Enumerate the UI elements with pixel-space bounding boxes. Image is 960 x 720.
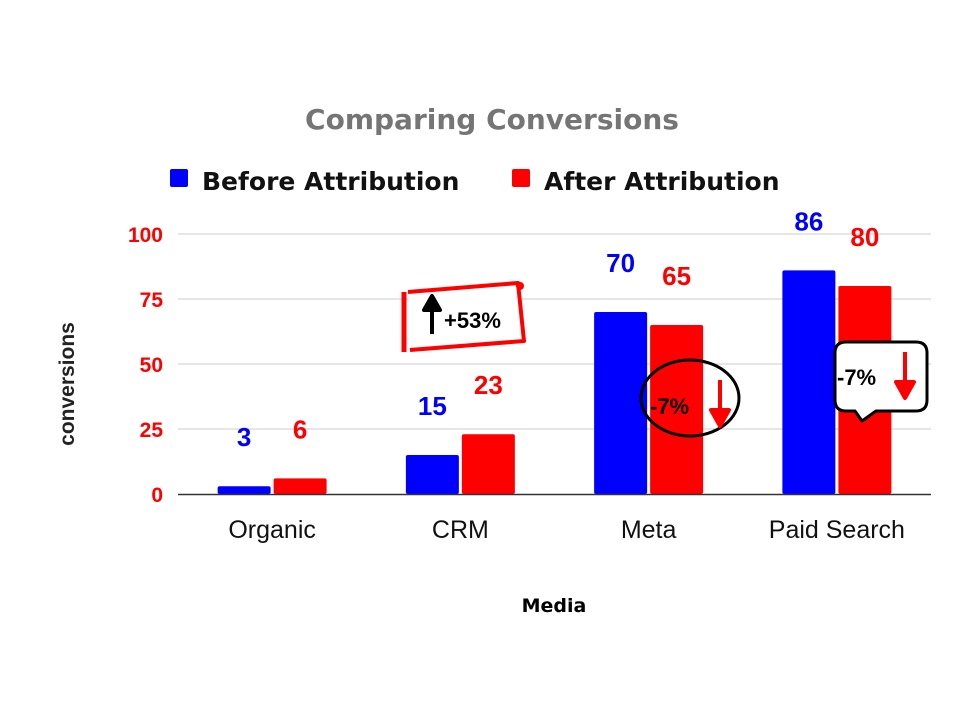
bar-before-organic: [217, 486, 271, 494]
data-label: 3: [237, 422, 251, 452]
annotation-paid-search-text: -7%: [837, 365, 876, 390]
data-label: 86: [794, 206, 823, 236]
bar-after-organic: [273, 478, 327, 494]
annotation-crm-scroll-shape: [407, 281, 526, 352]
x-tick-label: Meta: [621, 516, 677, 544]
y-tick-label: 50: [140, 354, 163, 377]
data-label: 65: [662, 261, 691, 291]
data-label: 15: [418, 391, 447, 421]
y-axis-ticks: 0 25 50 75 100: [128, 224, 163, 507]
chart-title: Comparing Conversions: [305, 103, 679, 136]
data-label: 6: [293, 414, 307, 444]
annotation-crm-up-arrow-icon: [422, 294, 442, 334]
bar-after-crm: [461, 434, 515, 494]
x-axis-title: Media: [522, 595, 587, 617]
data-label: 23: [474, 370, 503, 400]
bar-before-meta: [594, 312, 648, 494]
bar-before-crm: [405, 455, 459, 494]
annotation-crm: +53%: [401, 281, 526, 352]
y-tick-label: 25: [140, 419, 164, 442]
legend-label-after: After Attribution: [544, 167, 780, 196]
bars: [217, 270, 892, 494]
x-tick-label: Organic: [228, 516, 316, 544]
legend-swatch-before: [170, 169, 188, 187]
bar-before-paid-search: [782, 270, 836, 494]
data-label: 70: [606, 248, 635, 278]
annotation-meta-down-arrow-icon: [709, 380, 731, 428]
data-labels: 3 6 15 23 70 65 86 80: [237, 206, 879, 452]
y-tick-label: 75: [140, 289, 164, 312]
y-axis-title: conversions: [56, 322, 79, 446]
annotation-meta-text: -7%: [650, 394, 689, 419]
y-tick-label: 100: [128, 224, 163, 247]
legend: Before Attribution After Attribution: [170, 167, 780, 196]
annotation-paid-search-down-arrow-icon: [894, 352, 916, 400]
data-label: 80: [850, 222, 879, 252]
annotation-crm-scroll-curl-right: [516, 282, 524, 290]
x-tick-label: Paid Search: [769, 516, 905, 544]
y-tick-label: 0: [151, 484, 163, 507]
annotation-meta: -7%: [639, 358, 741, 438]
annotation-paid-search: -7%: [833, 340, 929, 423]
annotation-crm-text: +53%: [444, 308, 501, 333]
legend-label-before: Before Attribution: [202, 167, 459, 196]
annotation-meta-oval-shape: [639, 358, 741, 438]
x-axis-ticks: Organic CRM Meta Paid Search: [228, 516, 905, 544]
legend-swatch-after: [512, 169, 530, 187]
x-tick-label: CRM: [432, 516, 489, 544]
